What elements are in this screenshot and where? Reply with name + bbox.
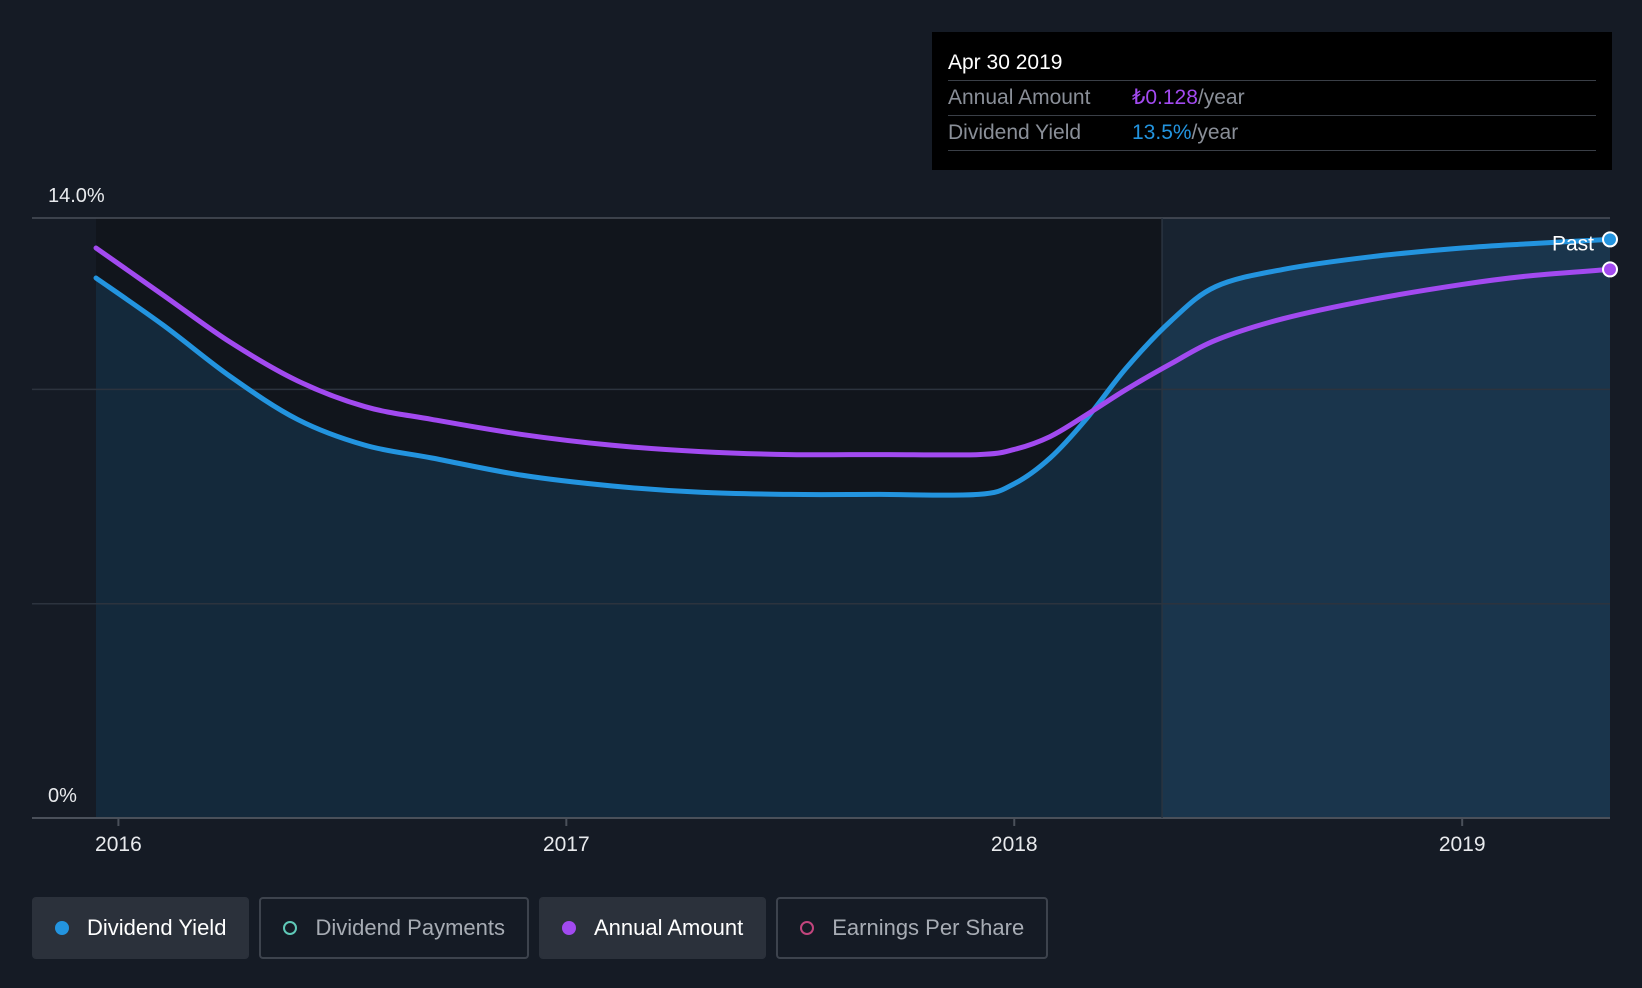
chart-tooltip: Apr 30 2019 Annual Amount ₺0.128 /year D… — [932, 32, 1612, 170]
legend-dividend-yield-dot-icon — [55, 921, 69, 935]
legend-earnings-per-share-label: Earnings Per Share — [832, 915, 1025, 940]
x-tick-label-1: 2017 — [543, 833, 590, 856]
tooltip-dividend-yield-unit: /year — [1191, 121, 1239, 144]
chart-legend: Dividend Yield Dividend Payments Annual … — [32, 897, 1049, 959]
x-tick-label-3: 2019 — [1439, 833, 1486, 856]
legend-annual-amount-dot-icon — [561, 921, 576, 935]
y-tick-label-1: 0% — [48, 785, 77, 807]
legend-annual-amount-label: Annual Amount — [593, 915, 744, 940]
tooltip-dividend-yield-label: Dividend Yield — [948, 121, 1082, 144]
tooltip-dividend-yield-row: Dividend Yield 13.5% /year — [948, 116, 1596, 151]
legend-dividend-yield[interactable]: Dividend Yield — [32, 897, 250, 959]
tooltip-annual-amount-value: ₺0.128 — [1132, 86, 1198, 109]
legend-annual-amount[interactable]: Annual Amount — [538, 897, 767, 959]
legend-dividend-payments-label: Dividend Payments — [315, 915, 505, 940]
series-area-0 — [96, 239, 1610, 818]
plot-background — [96, 218, 1163, 818]
tooltip-annual-amount-label: Annual Amount — [948, 86, 1091, 109]
x-tick-label-2: 2018 — [991, 833, 1038, 856]
past-label: Past — [1552, 232, 1594, 255]
series-end-marker-1 — [1602, 261, 1618, 278]
series-line-1 — [93, 245, 1613, 458]
tooltip-annual-amount-row: Annual Amount ₺0.128 /year — [948, 81, 1596, 116]
tooltip-dividend-yield-value: 13.5% — [1132, 121, 1192, 144]
legend-dividend-payments-dot-icon — [283, 921, 298, 935]
tooltip-date: Apr 30 2019 — [948, 46, 1596, 81]
legend-dividend-payments[interactable]: Dividend Payments — [259, 897, 529, 959]
series-end-marker-0 — [1602, 231, 1618, 248]
past-region — [1162, 218, 1610, 818]
x-tick-label-0: 2016 — [95, 833, 142, 856]
series-line-0 — [93, 236, 1613, 498]
y-tick-label-0: 14.0% — [48, 185, 105, 207]
legend-earnings-per-share-dot-icon — [800, 921, 815, 935]
tooltip-annual-amount-unit: /year — [1197, 86, 1245, 109]
legend-earnings-per-share[interactable]: Earnings Per Share — [776, 897, 1049, 959]
legend-dividend-yield-label: Dividend Yield — [87, 915, 227, 940]
